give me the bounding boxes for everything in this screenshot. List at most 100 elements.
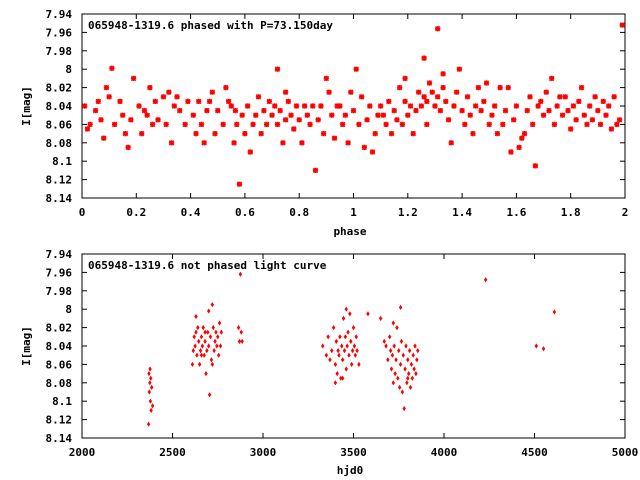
phased-data-point	[266, 98, 273, 105]
phased-plot-points	[81, 21, 626, 188]
phased-xtick-label: 1	[350, 206, 357, 219]
unphased-ytick-label: 8.14	[46, 432, 73, 445]
unphased-data-point	[534, 343, 539, 349]
unphased-data-point	[324, 352, 329, 358]
unphased-data-point	[199, 334, 204, 340]
phased-data-point	[602, 111, 610, 119]
unphased-data-point	[382, 338, 386, 344]
phased-data-point	[350, 107, 357, 114]
unphased-data-point	[149, 407, 153, 413]
phased-data-point	[374, 111, 382, 119]
unphased-data-point	[397, 348, 401, 354]
unphased-ytick-label: 7.94	[46, 248, 73, 261]
unphased-data-point	[198, 348, 203, 354]
phased-data-point	[146, 84, 154, 91]
phased-plot: 0 0.2 0.4 0.6 0.8 1 1.2 1.4 1.6 1.8 2 7.94 7.96 7.98 8…	[20, 8, 628, 238]
phased-data-point	[325, 88, 333, 96]
phased-xtick-label: 0.6	[235, 206, 255, 219]
phased-data-point	[586, 102, 594, 110]
unphased-data-point	[355, 348, 359, 354]
unphased-data-point	[206, 329, 210, 335]
phased-data-point	[279, 139, 287, 147]
phased-data-point	[209, 88, 216, 96]
phased-data-point	[485, 121, 493, 128]
phased-xtick-label: 0.2	[126, 206, 146, 219]
phased-data-point	[420, 54, 428, 62]
phased-data-point	[542, 88, 550, 96]
phased-data-point	[475, 84, 482, 91]
phased-data-point	[553, 102, 561, 110]
phased-data-point	[192, 130, 200, 137]
unphased-data-point	[338, 334, 342, 340]
phased-data-point	[333, 102, 341, 110]
phased-data-point	[241, 130, 249, 137]
phased-data-point	[86, 121, 94, 128]
phased-data-point	[496, 84, 504, 91]
unphased-data-point	[483, 277, 488, 283]
phased-data-point	[369, 148, 376, 156]
unphased-data-point	[209, 357, 214, 363]
phased-data-point	[589, 116, 596, 124]
unphased-data-point	[194, 313, 198, 320]
unphased-data-point	[405, 380, 409, 386]
unphased-data-point	[393, 371, 397, 377]
unphased-data-point	[200, 343, 205, 349]
phased-data-point	[214, 107, 222, 114]
unphased-data-point	[210, 361, 215, 367]
phased-data-point	[415, 88, 422, 96]
unphased-data-point	[352, 343, 357, 349]
phased-data-point	[331, 134, 338, 142]
unphased-data-point	[345, 343, 349, 349]
unphased-data-point	[344, 366, 348, 372]
phased-data-point	[130, 75, 137, 82]
unphased-data-point	[541, 346, 546, 352]
unphased-data-point	[212, 348, 216, 354]
phased-data-point	[377, 102, 384, 110]
phased-data-point	[84, 125, 91, 133]
unphased-data-point	[341, 315, 346, 321]
phased-ytick-label: 8.14	[46, 192, 73, 205]
phased-data-point	[412, 107, 420, 114]
unphased-data-point	[321, 343, 325, 349]
phased-data-point	[309, 102, 317, 110]
phased-data-point	[304, 111, 311, 119]
unphased-data-point	[331, 325, 336, 331]
unphased-xtick-label: 2000	[69, 446, 96, 459]
unphased-data-point	[416, 348, 420, 354]
unphased-data-point	[392, 343, 396, 349]
phased-data-point	[105, 93, 113, 101]
phased-data-point	[317, 102, 325, 110]
phased-data-point	[94, 98, 102, 105]
unphased-plot-points	[146, 271, 557, 427]
phased-data-point	[434, 25, 441, 33]
phased-plot-xlabel: phase	[333, 225, 366, 238]
unphased-data-point	[337, 352, 341, 358]
phased-ytick-label: 8.06	[46, 118, 73, 131]
unphased-plot-ticks: 2000 2500 3000 3500 4000 4500 5000 7.94 7.96 7.98…	[46, 248, 639, 459]
phased-data-point	[439, 84, 447, 91]
phased-data-point	[173, 93, 181, 101]
phased-data-point	[162, 121, 170, 128]
unphased-data-point	[213, 338, 217, 344]
unphased-xtick-label: 4000	[431, 446, 458, 459]
unphased-data-point	[197, 361, 202, 367]
phased-data-point	[594, 107, 602, 114]
unphased-data-point	[391, 320, 396, 326]
phased-data-point	[228, 102, 235, 110]
unphased-data-point	[236, 325, 241, 331]
phased-data-point	[456, 65, 463, 73]
phased-data-point	[575, 98, 583, 105]
phased-data-point	[418, 102, 425, 110]
unphased-data-point	[357, 361, 361, 367]
phased-xtick-label: 0	[79, 206, 86, 219]
phased-data-point	[312, 167, 319, 174]
phased-data-point	[116, 98, 124, 105]
phased-data-point	[480, 98, 488, 105]
phased-data-point	[358, 93, 365, 101]
phased-data-point	[274, 65, 281, 73]
phased-data-point	[143, 111, 151, 119]
phased-data-point	[388, 130, 395, 137]
phased-plot-ticks: 0 0.2 0.4 0.6 0.8 1 1.2 1.4 1.6 1.8 2 7.94 7.96 7.98 8…	[46, 8, 629, 219]
unphased-ytick-label: 8.04	[46, 340, 73, 353]
phased-data-point	[314, 116, 322, 124]
